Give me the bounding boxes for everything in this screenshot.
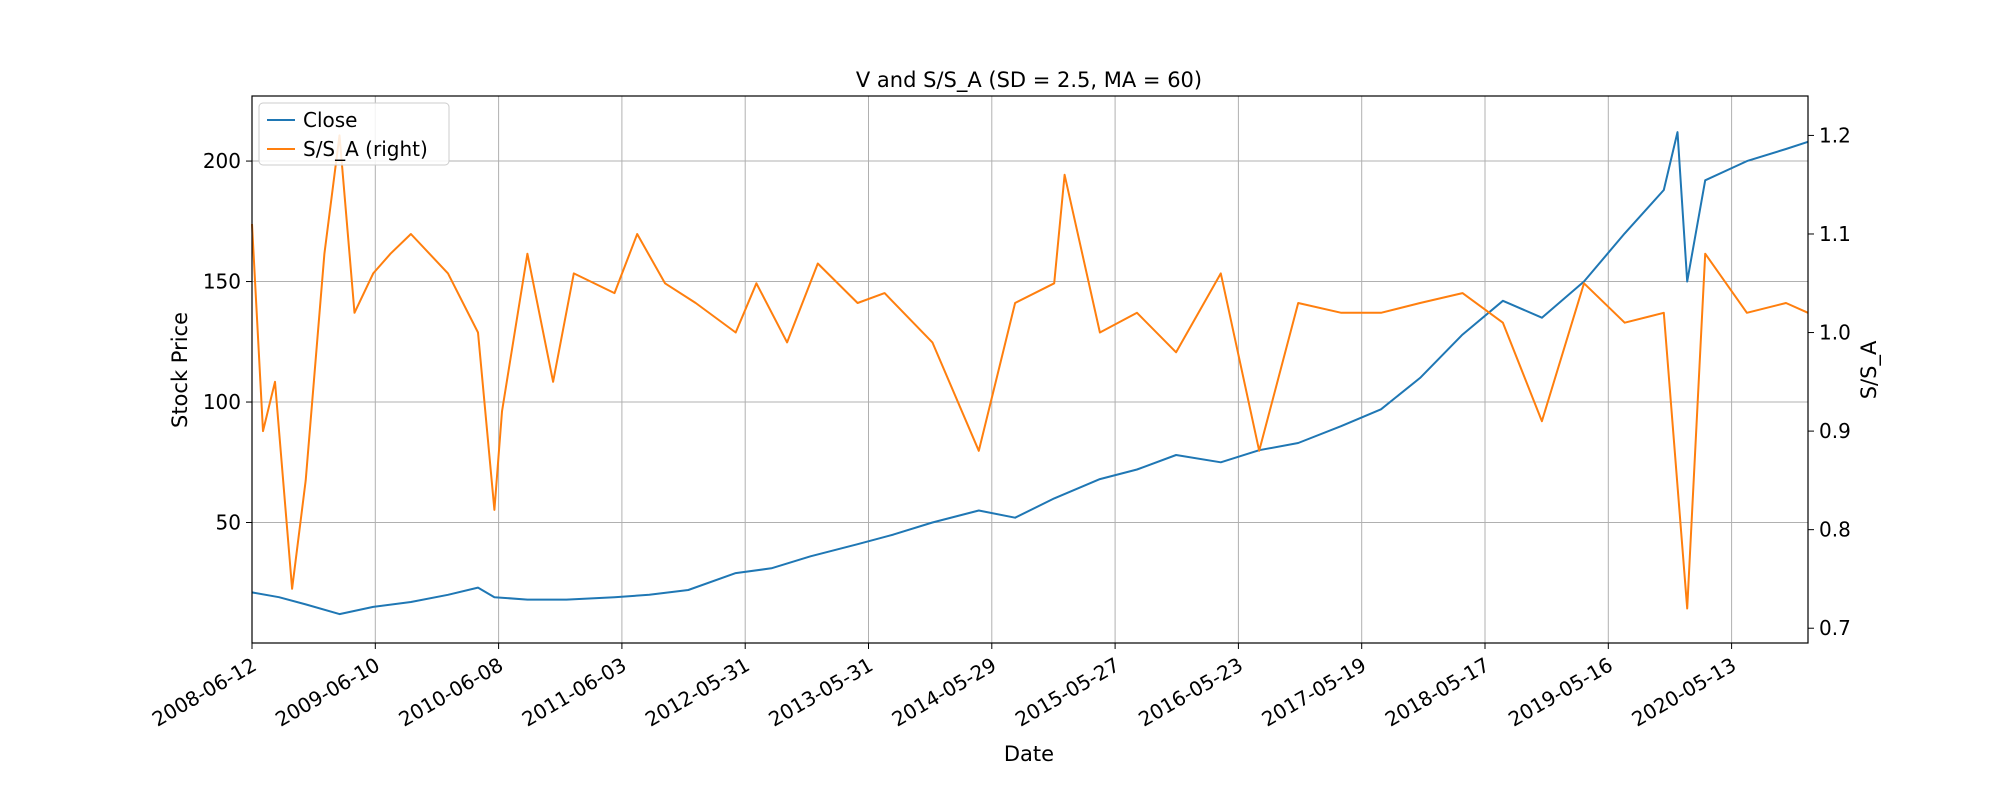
legend-label-ss-a: S/S_A (right) bbox=[303, 137, 428, 161]
y-axis-title-left: Stock Price bbox=[168, 312, 192, 428]
y-tick-label-right: 1.1 bbox=[1819, 222, 1851, 246]
y-tick-label-left: 50 bbox=[216, 511, 241, 535]
y-tick-label-right: 1.0 bbox=[1819, 321, 1851, 345]
y-tick-label-left: 100 bbox=[203, 390, 241, 414]
legend-box bbox=[258, 102, 450, 166]
x-axis-title: Date bbox=[1004, 742, 1054, 766]
y-tick-label-right: 1.2 bbox=[1819, 123, 1851, 147]
y-tick-label-right: 0.7 bbox=[1819, 616, 1851, 640]
y-tick-label-left: 150 bbox=[203, 270, 241, 294]
series-line-ss-a bbox=[251, 134, 1809, 610]
plot-frame bbox=[251, 95, 1809, 644]
legend: Close S/S_A (right) bbox=[258, 102, 450, 166]
series-layer bbox=[251, 131, 1809, 616]
series-line-close bbox=[251, 131, 1809, 616]
chart-title: V and S/S_A (SD = 2.5, MA = 60) bbox=[856, 68, 1202, 93]
y-tick-label-left: 200 bbox=[203, 149, 241, 173]
legend-label-close: Close bbox=[303, 108, 357, 132]
y-axis-title-right: S/S_A bbox=[1857, 340, 1882, 399]
grid-layer bbox=[251, 96, 1808, 643]
y-tick-label-right: 0.8 bbox=[1819, 518, 1851, 542]
y-tick-label-right: 0.9 bbox=[1819, 419, 1851, 443]
